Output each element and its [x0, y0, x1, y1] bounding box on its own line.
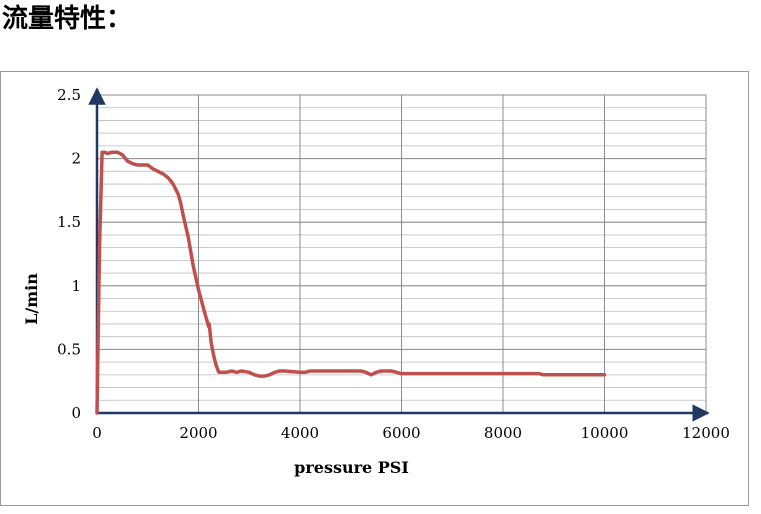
axes [88, 87, 710, 422]
y-tick-label: 1.5 [57, 213, 81, 231]
x-tick-label: 10000 [581, 424, 629, 442]
x-tick-label: 2000 [179, 424, 217, 442]
x-tick-label: 8000 [484, 424, 522, 442]
x-tick-label: 0 [92, 424, 102, 442]
x-tick-label: 12000 [682, 424, 730, 442]
y-tick-label: 2.5 [57, 86, 81, 104]
chart-frame: 0 2000 4000 6000 8000 10000 12000 0 0.5 1 1.5 2 2.5 … [0, 71, 749, 506]
series-line [95, 150, 607, 415]
tick-labels: 0 2000 4000 6000 8000 10000 12000 0 0.5 1 1.5 2 2.5 [57, 86, 730, 442]
y-tick-label: 0.5 [57, 340, 81, 358]
y-tick-label: 0 [71, 404, 81, 422]
x-tick-label: 4000 [281, 424, 319, 442]
series [95, 150, 607, 415]
y-tick-label: 2 [71, 150, 81, 168]
y-axis-title: L/min [22, 273, 41, 325]
x-axis-title: pressure PSI [294, 458, 409, 477]
flow-chart: 0 2000 4000 6000 8000 10000 1200000.511.522.5 … [22, 86, 730, 477]
x-tick-label: 6000 [382, 424, 420, 442]
page-heading: 流量特性： [2, 4, 133, 34]
grid [97, 94, 707, 414]
y-tick-label: 1 [71, 277, 81, 295]
